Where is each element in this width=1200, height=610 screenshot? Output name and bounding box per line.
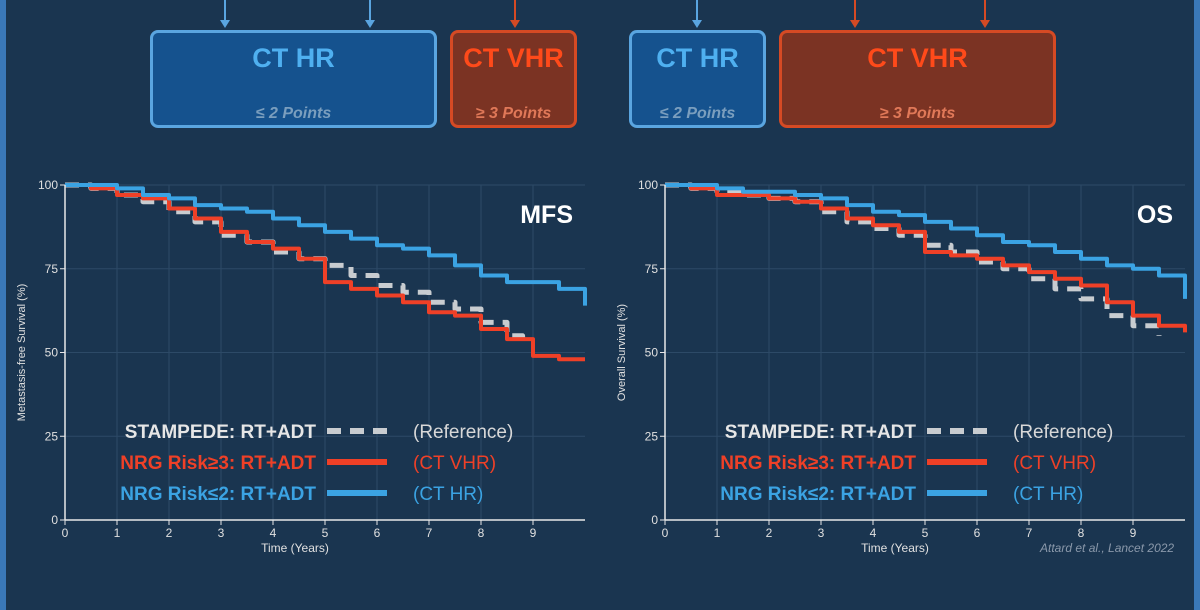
box-title: CT HR <box>656 43 739 73</box>
legend-note: (CT VHR) <box>413 453 496 474</box>
legend-label: NRG Risk≤2: RT+ADT <box>720 484 916 505</box>
legend-note: (CT HR) <box>1013 484 1083 505</box>
y-tick-label: 0 <box>651 513 658 527</box>
box-subtitle: ≥ 3 Points <box>879 105 956 122</box>
legend-label: NRG Risk≥3: RT+ADT <box>120 453 316 474</box>
box-title: CT HR <box>252 43 335 73</box>
arrow-down-icon <box>365 20 375 28</box>
x-tick-label: 6 <box>374 526 381 540</box>
x-tick-label: 4 <box>270 526 277 540</box>
y-tick-label: 0 <box>51 513 58 527</box>
x-tick-label: 8 <box>478 526 485 540</box>
x-tick-label: 1 <box>714 526 721 540</box>
x-tick-label: 4 <box>870 526 877 540</box>
legend-note: (Reference) <box>413 422 513 443</box>
x-tick-label: 3 <box>818 526 825 540</box>
ct-hr-box-right: CT HR ≤ 2 Points <box>629 30 766 128</box>
left-edge <box>0 0 6 610</box>
box-title: CT VHR <box>867 43 968 73</box>
right-edge <box>1194 0 1200 610</box>
legend-note: (CT HR) <box>413 484 483 505</box>
y-axis-label: Metastasis-free Survival (%) <box>16 284 28 422</box>
legend-note: (CT VHR) <box>1013 453 1096 474</box>
x-tick-label: 0 <box>62 526 69 540</box>
x-tick-label: 8 <box>1078 526 1085 540</box>
y-tick-label: 100 <box>38 178 58 192</box>
x-tick-label: 5 <box>922 526 929 540</box>
ct-hr-box-left: CT HR ≤ 2 Points <box>150 30 437 128</box>
citation: Attard et al., Lancet 2022 <box>1040 541 1175 555</box>
x-tick-label: 0 <box>662 526 669 540</box>
y-tick-label: 100 <box>638 178 658 192</box>
x-tick-label: 1 <box>114 526 121 540</box>
series-line-hr <box>665 183 1187 299</box>
legend-label: STAMPEDE: RT+ADT <box>725 422 917 443</box>
series-line-vhr <box>665 183 1187 333</box>
box-subtitle: ≥ 3 Points <box>475 105 552 122</box>
arrow-down-icon <box>510 20 520 28</box>
x-tick-label: 7 <box>1026 526 1033 540</box>
panel-title: MFS <box>520 201 573 229</box>
legend-label: NRG Risk≥3: RT+ADT <box>720 453 916 474</box>
box-subtitle: ≤ 2 Points <box>659 105 736 122</box>
box-title: CT VHR <box>463 43 564 73</box>
arrow-down-icon <box>220 20 230 28</box>
y-tick-label: 25 <box>45 429 59 443</box>
arrow-down-icon <box>850 20 860 28</box>
legend-note: (Reference) <box>1013 422 1113 443</box>
x-tick-label: 9 <box>1130 526 1137 540</box>
series-line-hr <box>65 183 587 306</box>
y-axis-label: Overall Survival (%) <box>616 304 628 401</box>
x-tick-label: 5 <box>322 526 329 540</box>
series-line-vhr <box>65 183 585 362</box>
y-tick-label: 75 <box>45 262 59 276</box>
x-tick-label: 2 <box>766 526 773 540</box>
panel-title: OS <box>1137 201 1173 229</box>
x-axis-label: Time (Years) <box>261 541 329 555</box>
y-tick-label: 75 <box>645 262 659 276</box>
x-tick-label: 2 <box>166 526 173 540</box>
arrow-down-icon <box>692 20 702 28</box>
x-tick-label: 7 <box>426 526 433 540</box>
y-tick-label: 50 <box>45 346 59 360</box>
legend-label: STAMPEDE: RT+ADT <box>125 422 317 443</box>
x-tick-label: 6 <box>974 526 981 540</box>
x-tick-label: 9 <box>530 526 537 540</box>
legend-label: NRG Risk≤2: RT+ADT <box>120 484 316 505</box>
ct-vhr-box-right: CT VHR ≥ 3 Points <box>779 30 1056 128</box>
x-tick-label: 3 <box>218 526 225 540</box>
y-tick-label: 25 <box>645 429 659 443</box>
arrow-down-icon <box>980 20 990 28</box>
box-subtitle: ≤ 2 Points <box>255 105 332 122</box>
y-tick-label: 50 <box>645 346 659 360</box>
ct-vhr-box-left: CT VHR ≥ 3 Points <box>450 30 577 128</box>
x-axis-label: Time (Years) <box>861 541 929 555</box>
